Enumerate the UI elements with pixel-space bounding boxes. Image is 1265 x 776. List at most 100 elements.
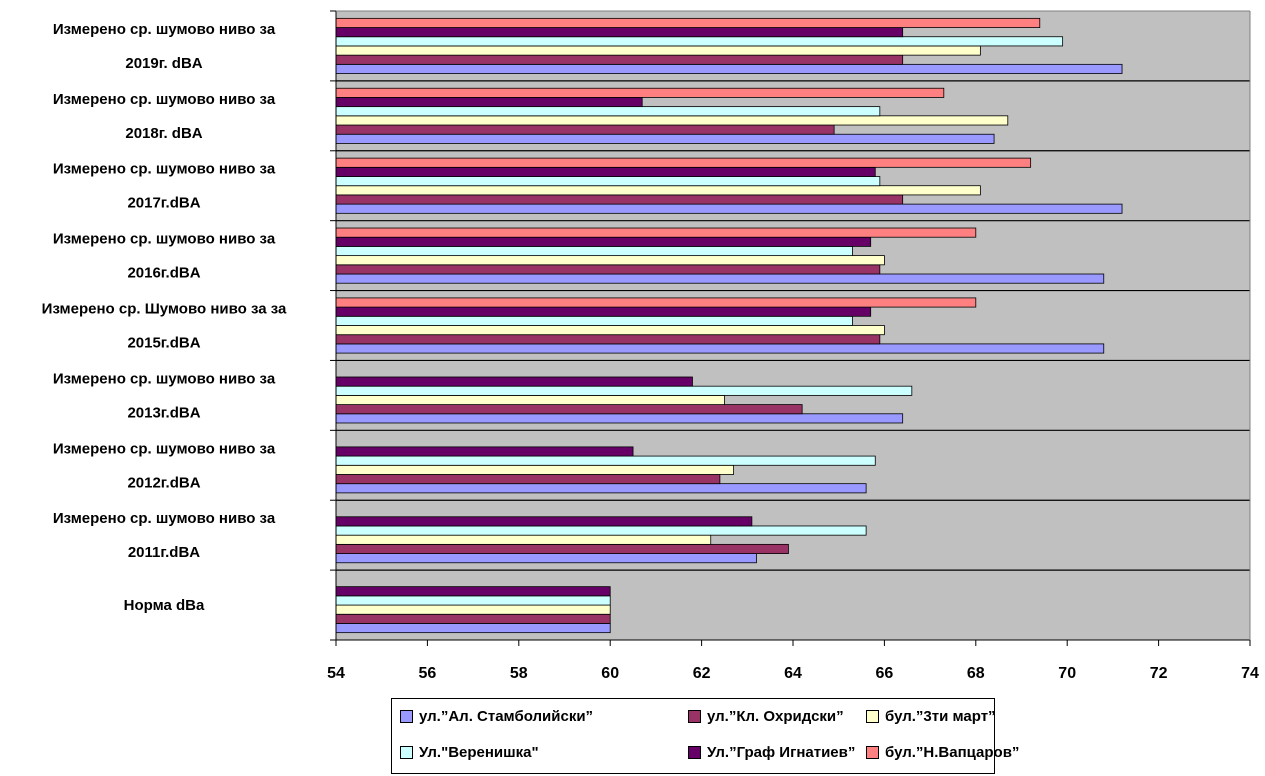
bar-series-4-cat-1 — [335, 516, 753, 527]
bar-series-2-cat-7 — [335, 115, 1009, 126]
bar-series-5-cat-5 — [335, 227, 977, 238]
bar-series-5-cat-8 — [335, 17, 1041, 28]
bar-series-1-cat-4 — [335, 334, 881, 345]
category-label-line: Измерено ср. шумово ниво за — [53, 510, 276, 527]
legend-swatch-vaptsarov — [866, 746, 879, 759]
bar-series-0-cat-2 — [335, 483, 867, 494]
legend-label-graf-ignatiev: Ул.”Граф Игнатиев” — [707, 744, 856, 761]
legend-swatch-3ti-mart — [866, 710, 879, 723]
legend-label-vaptsarov: бул.”Н.Вапцаров” — [885, 744, 1020, 761]
category-label-line: Измерено ср. шумово ниво за — [53, 231, 276, 248]
legend-swatch-ohridski — [688, 710, 701, 723]
category-label: Измерено ср. шумово ниво за 2016г.dBA — [53, 231, 276, 282]
bar-series-4-cat-5 — [335, 236, 872, 247]
bar-series-2-cat-5 — [335, 255, 885, 266]
category-label-line: 2012г.dBA — [127, 474, 200, 491]
legend-item-graf-ignatiev: Ул.”Граф Игнатиев” — [688, 744, 855, 761]
bar-series-3-cat-1 — [335, 525, 867, 536]
bar-series-0-cat-0 — [335, 623, 611, 634]
bars — [335, 17, 1123, 634]
category-label: Измерено ср. шумово ниво за 2017г.dBA — [53, 161, 276, 212]
legend-label-ohridski: ул.”Кл. Охридски” — [707, 708, 844, 725]
bar-series-1-cat-0 — [335, 613, 611, 624]
category-label-line: 2011г.dBA — [128, 544, 200, 561]
bar-series-1-cat-6 — [335, 194, 904, 205]
bar-series-1-cat-7 — [335, 124, 835, 135]
x-axis-ticks: 54 56 58 60 62 64 66 68 70 72 74 — [327, 10, 1259, 682]
bar-series-4-cat-2 — [335, 446, 634, 457]
bar-series-2-cat-0 — [335, 604, 611, 615]
category-label: Измерено ср. шумово ниво за 2013г.dBA — [53, 370, 276, 421]
bar-series-3-cat-6 — [335, 176, 881, 187]
bar-series-1-cat-1 — [335, 543, 789, 554]
category-label-line: 2013г.dBA — [127, 404, 200, 421]
bar-chart: 54 56 58 60 62 64 66 68 70 72 74 Норма dBa Измерено… — [42, 10, 1259, 682]
category-label-line: Измерено ср. шумово ниво за — [53, 21, 276, 38]
x-tick-label: 68 — [967, 665, 985, 682]
legend-label-verenishka: Ул."Веренишка" — [419, 744, 539, 761]
legend-item-ohridski: ул.”Кл. Охридски” — [688, 708, 844, 725]
category-label: Измерено ср. шумово ниво за 2012г.dBA — [53, 440, 276, 491]
bar-series-4-cat-3 — [335, 376, 693, 387]
category-label-line: Измерено ср. Шумово ниво за за — [42, 301, 287, 318]
category-label-line: Измерено ср. шумово ниво за — [53, 370, 276, 387]
bar-series-2-cat-1 — [335, 534, 712, 545]
category-label: Измерено ср. Шумово ниво за за 2015г.dBA — [42, 301, 287, 352]
x-tick-label: 54 — [327, 665, 345, 682]
bar-series-0-cat-5 — [335, 273, 1105, 284]
legend-item-vaptsarov: бул.”Н.Вапцаров” — [866, 744, 1019, 761]
x-tick-label: 60 — [601, 665, 619, 682]
bar-series-4-cat-7 — [335, 97, 643, 108]
bar-series-1-cat-8 — [335, 54, 904, 65]
bar-series-3-cat-0 — [335, 595, 611, 606]
category-label: Измерено ср. шумово ниво за 2011г.dBA — [53, 510, 276, 561]
category-label-line: 2019г. dBA — [125, 55, 202, 72]
bar-series-4-cat-0 — [335, 586, 611, 597]
bar-series-1-cat-3 — [335, 404, 803, 415]
bar-series-1-cat-2 — [335, 474, 721, 485]
category-separators — [336, 80, 1250, 571]
category-label-line: Норма dBa — [124, 597, 205, 614]
bar-series-4-cat-4 — [335, 306, 872, 317]
bar-series-2-cat-4 — [335, 325, 885, 336]
x-tick-label: 66 — [876, 665, 894, 682]
category-label: Измерено ср. шумово ниво за 2018г. dBA — [53, 91, 276, 142]
legend-item-stamboliyski: ул.”Ал. Стамболийски” — [400, 708, 593, 725]
bar-series-0-cat-8 — [335, 63, 1123, 74]
bar-series-0-cat-6 — [335, 203, 1123, 214]
legend-item-verenishka: Ул."Веренишка" — [400, 744, 539, 761]
category-label-line: 2015г.dBA — [127, 335, 200, 352]
category-label: Норма dBa — [124, 597, 205, 614]
bar-series-0-cat-1 — [335, 553, 757, 564]
bar-series-3-cat-2 — [335, 455, 876, 466]
category-label-line: Измерено ср. шумово ниво за — [53, 91, 276, 108]
bar-series-4-cat-8 — [335, 27, 904, 38]
category-label-line: Измерено ср. шумово ниво за — [53, 161, 276, 178]
legend-item-3ti-mart: бул.”3ти март” — [866, 708, 996, 725]
bar-series-0-cat-3 — [335, 413, 904, 424]
category-labels: Норма dBa Измерено ср. шумово ниво за 2011… — [42, 21, 287, 614]
legend-swatch-verenishka — [400, 746, 413, 759]
x-tick-label: 58 — [510, 665, 528, 682]
bar-series-2-cat-6 — [335, 185, 981, 196]
bar-series-3-cat-3 — [335, 385, 913, 396]
category-label: Измерено ср. шумово ниво за 2019г. dBA — [53, 21, 276, 72]
x-tick-label: 74 — [1241, 665, 1259, 682]
x-tick-label: 64 — [784, 665, 802, 682]
category-label-line: 2018г. dBA — [125, 125, 202, 142]
bar-series-3-cat-7 — [335, 106, 881, 117]
bar-series-3-cat-4 — [335, 315, 853, 326]
bar-series-2-cat-2 — [335, 464, 734, 475]
bar-series-2-cat-3 — [335, 394, 725, 405]
bar-series-5-cat-4 — [335, 297, 977, 308]
bar-series-3-cat-8 — [335, 36, 1064, 47]
x-tick-label: 70 — [1058, 665, 1076, 682]
category-label-line: 2017г.dBA — [127, 195, 200, 212]
category-label-line: 2016г.dBA — [127, 265, 200, 282]
bar-series-4-cat-6 — [335, 166, 876, 177]
bar-series-0-cat-7 — [335, 133, 995, 144]
x-tick-label: 62 — [693, 665, 711, 682]
x-tick-label: 72 — [1150, 665, 1168, 682]
x-tick-label: 56 — [419, 665, 437, 682]
bar-series-0-cat-4 — [335, 343, 1105, 354]
